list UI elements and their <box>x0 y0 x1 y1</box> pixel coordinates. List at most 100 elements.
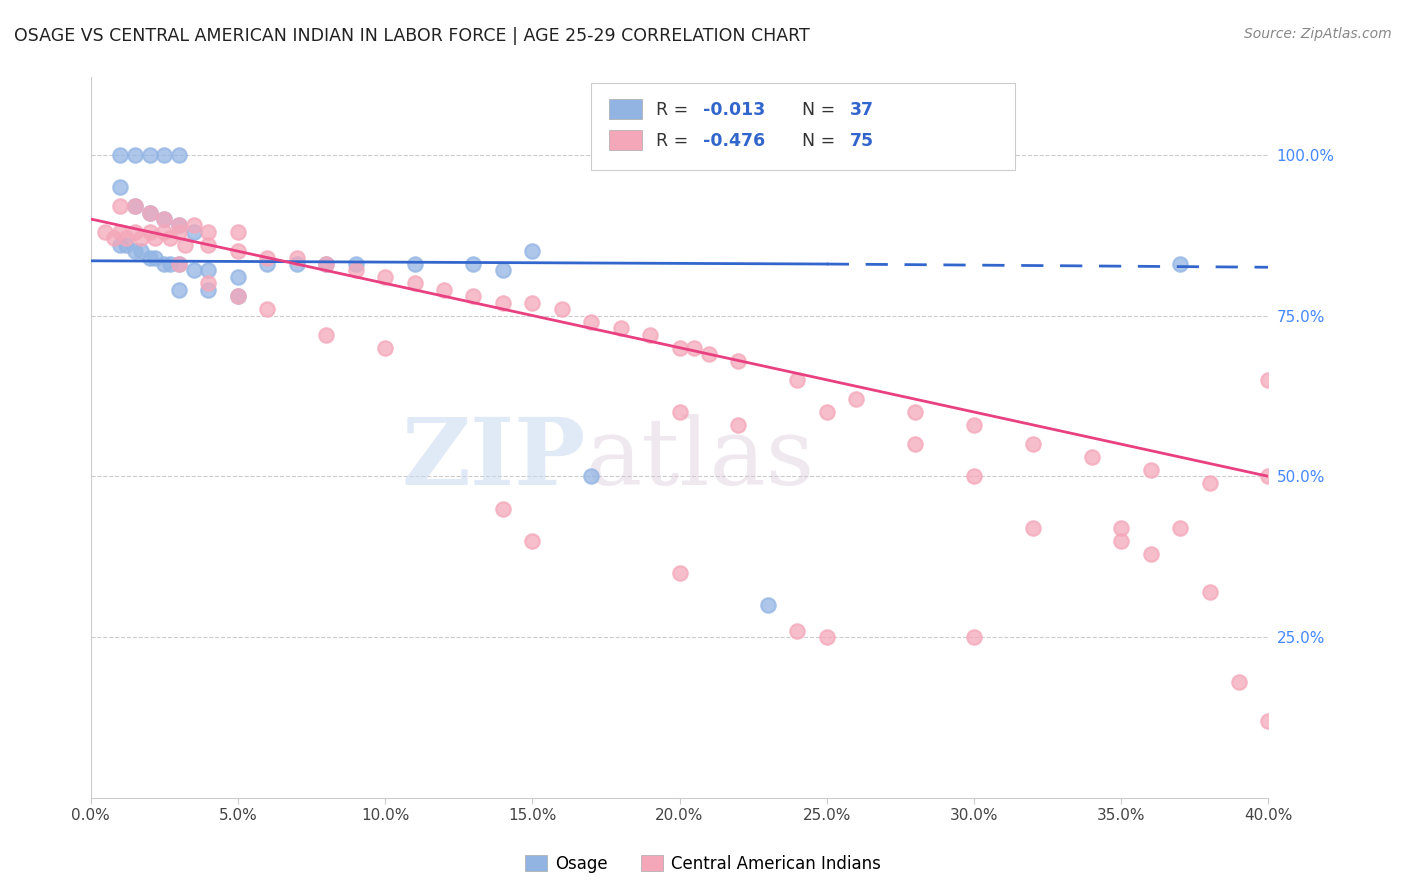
Legend: Osage, Central American Indians: Osage, Central American Indians <box>519 848 887 880</box>
Point <box>963 417 986 432</box>
Text: R =: R = <box>657 101 693 119</box>
Point <box>1022 521 1045 535</box>
Point <box>344 263 367 277</box>
Point <box>226 269 249 284</box>
Point <box>963 630 986 644</box>
Point <box>173 237 195 252</box>
Point <box>226 289 249 303</box>
Point <box>167 257 190 271</box>
Point <box>124 199 146 213</box>
Point <box>138 225 160 239</box>
Point <box>727 353 749 368</box>
FancyBboxPatch shape <box>609 130 641 150</box>
Point <box>1080 450 1102 464</box>
Point <box>492 263 515 277</box>
Point <box>1198 475 1220 490</box>
Point <box>904 405 927 419</box>
Point <box>1257 714 1279 728</box>
Point <box>124 225 146 239</box>
Point <box>815 630 838 644</box>
Point <box>108 237 131 252</box>
Point <box>315 327 337 342</box>
Point <box>1198 585 1220 599</box>
Point <box>167 219 190 233</box>
Point <box>815 405 838 419</box>
Point <box>138 251 160 265</box>
Point <box>845 392 868 406</box>
Point <box>551 301 574 316</box>
Point <box>374 269 396 284</box>
Point <box>124 199 146 213</box>
Point <box>197 225 219 239</box>
Point <box>129 231 152 245</box>
Text: -0.013: -0.013 <box>703 101 765 119</box>
Point <box>463 289 485 303</box>
Point <box>404 257 426 271</box>
Point <box>315 257 337 271</box>
Point <box>786 373 808 387</box>
Point <box>638 327 661 342</box>
Point <box>256 257 278 271</box>
Point <box>963 469 986 483</box>
FancyBboxPatch shape <box>609 99 641 120</box>
Point <box>108 179 131 194</box>
Point <box>153 212 176 227</box>
Point <box>1257 373 1279 387</box>
Point <box>183 219 205 233</box>
Point <box>1109 521 1132 535</box>
Text: R =: R = <box>657 132 693 150</box>
Point <box>1227 675 1250 690</box>
Point <box>492 295 515 310</box>
Text: atlas: atlas <box>585 415 814 504</box>
Point <box>683 341 706 355</box>
Point <box>167 283 190 297</box>
Point <box>522 295 544 310</box>
Text: 37: 37 <box>851 101 875 119</box>
Point <box>374 341 396 355</box>
Point <box>124 244 146 259</box>
Point <box>315 257 337 271</box>
Point <box>167 257 190 271</box>
Text: -0.476: -0.476 <box>703 132 765 150</box>
Point <box>138 205 160 219</box>
Point <box>522 244 544 259</box>
Point <box>145 251 167 265</box>
Point <box>108 199 131 213</box>
Point <box>285 257 308 271</box>
Point <box>285 251 308 265</box>
Point <box>197 263 219 277</box>
Point <box>1139 547 1161 561</box>
Point <box>1257 469 1279 483</box>
Point <box>786 624 808 638</box>
Point <box>153 212 176 227</box>
Point <box>1168 521 1191 535</box>
Point <box>108 147 131 161</box>
Text: N =: N = <box>792 132 841 150</box>
Point <box>579 469 602 483</box>
Point <box>94 225 117 239</box>
Point <box>183 263 205 277</box>
Point <box>226 244 249 259</box>
Point <box>727 417 749 432</box>
Point <box>167 225 190 239</box>
Point <box>115 231 138 245</box>
Point <box>115 237 138 252</box>
Point <box>159 231 181 245</box>
Point <box>103 231 125 245</box>
Point <box>433 283 456 297</box>
Point <box>159 257 181 271</box>
Text: Source: ZipAtlas.com: Source: ZipAtlas.com <box>1244 27 1392 41</box>
Text: ZIP: ZIP <box>401 415 585 504</box>
Point <box>138 205 160 219</box>
Text: N =: N = <box>792 101 841 119</box>
Point <box>404 277 426 291</box>
Text: 75: 75 <box>851 132 875 150</box>
Point <box>1139 463 1161 477</box>
Point <box>463 257 485 271</box>
Point <box>167 219 190 233</box>
Point <box>668 341 690 355</box>
Point <box>522 533 544 548</box>
Point <box>904 437 927 451</box>
Point <box>138 147 160 161</box>
Point <box>197 283 219 297</box>
